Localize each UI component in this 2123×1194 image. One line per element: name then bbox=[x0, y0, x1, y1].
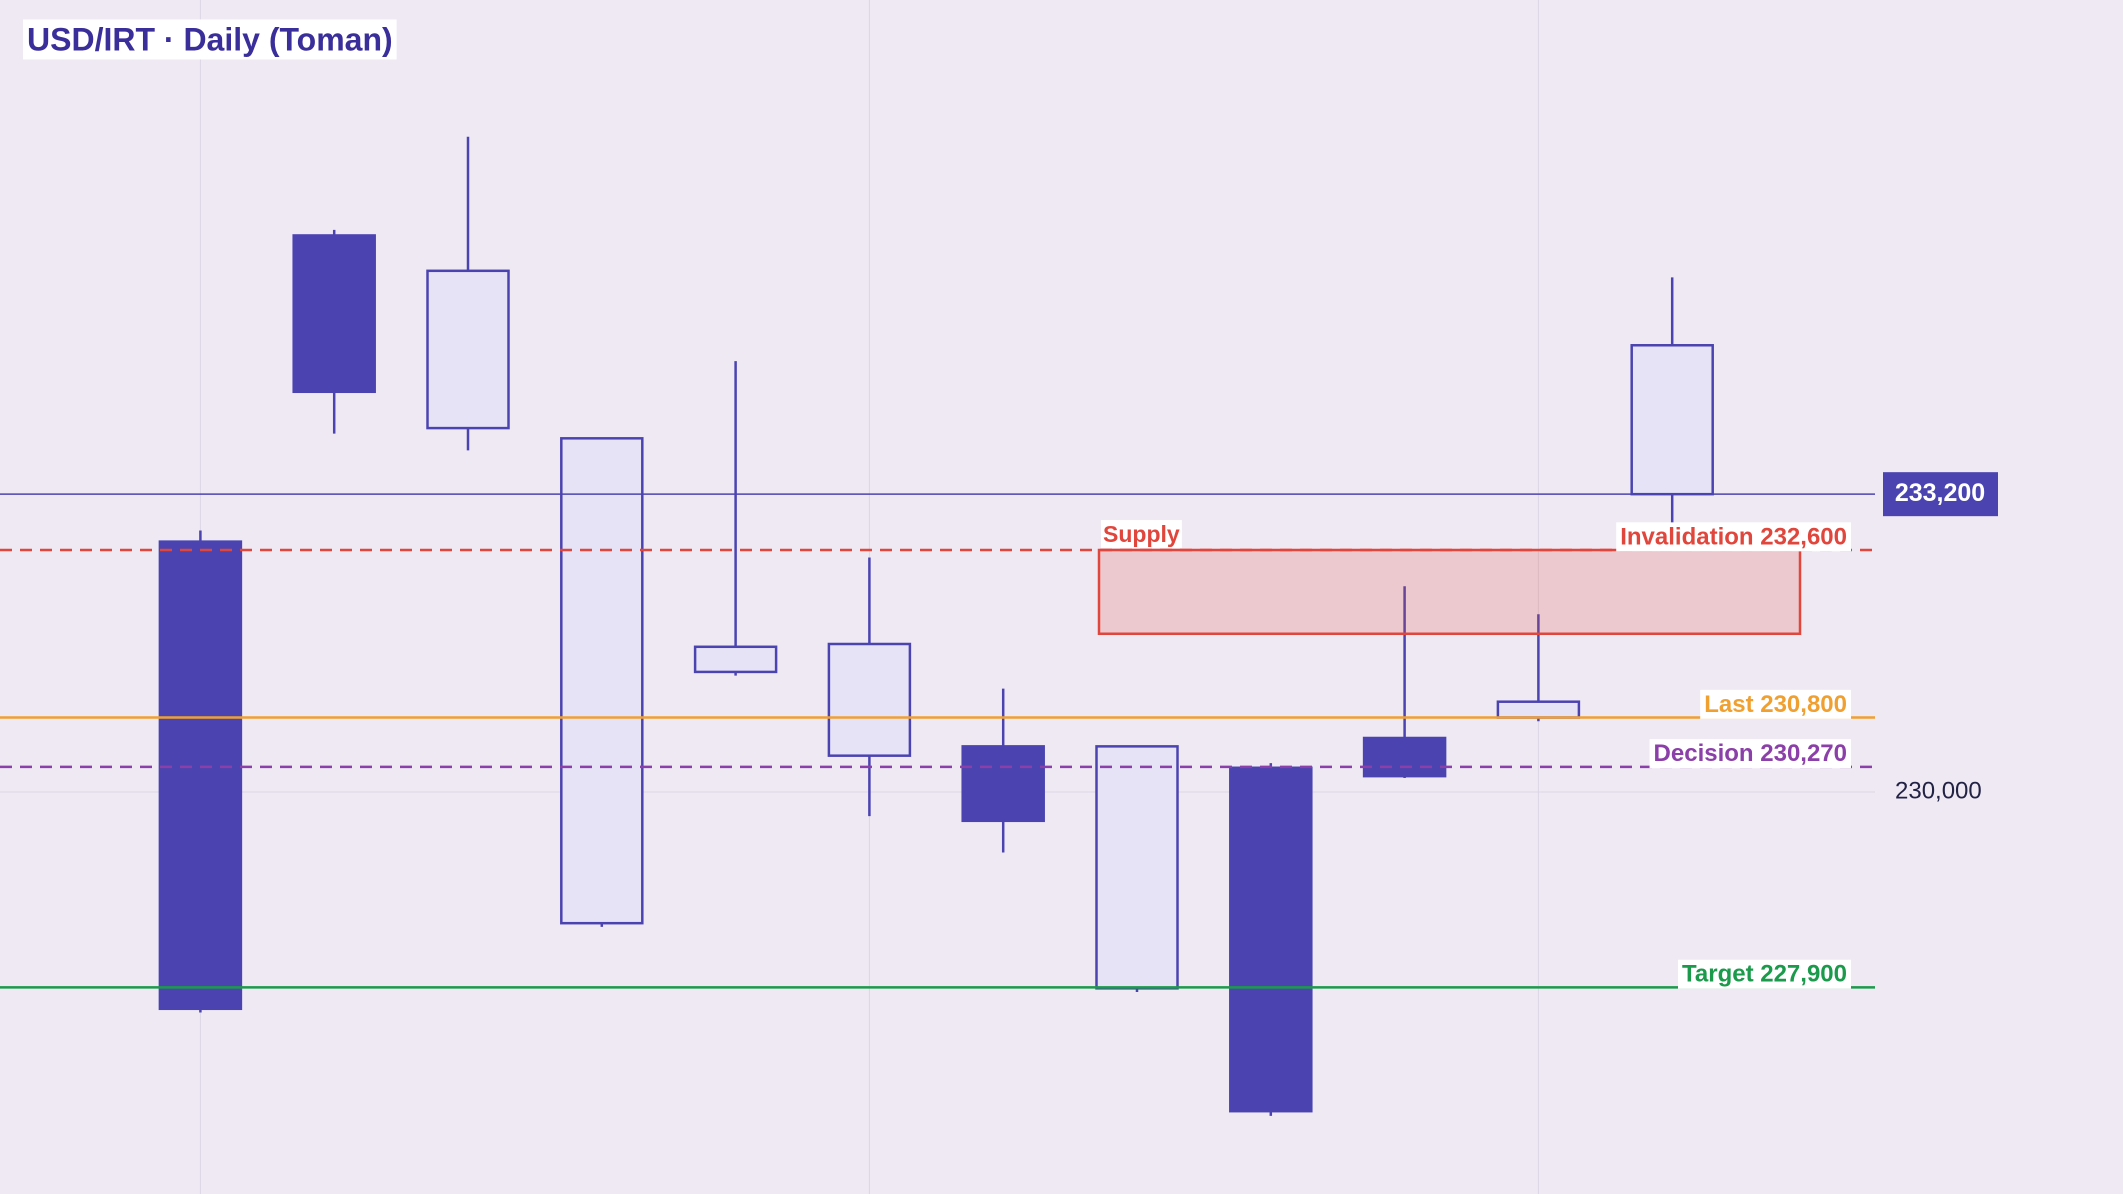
grid: 230,000 bbox=[0, 0, 1982, 1194]
candle-body bbox=[426, 269, 510, 430]
candle-body bbox=[1095, 745, 1179, 990]
level-label: Invalidation 232,600 bbox=[1620, 523, 1847, 550]
label-background bbox=[1649, 739, 1851, 769]
level-label: Target 227,900 bbox=[1682, 961, 1847, 988]
current-price-box bbox=[1883, 472, 1998, 517]
zone-label: Supply bbox=[1103, 521, 1180, 547]
candle-body bbox=[158, 540, 243, 1011]
candle-body bbox=[1362, 736, 1447, 778]
level-label: Decision 230,270 bbox=[1654, 740, 1847, 767]
candle-body bbox=[827, 642, 912, 757]
y-tick-label: 230,000 bbox=[1895, 777, 1982, 804]
label-background bbox=[1616, 522, 1851, 552]
label-background bbox=[1678, 959, 1851, 989]
label-background bbox=[1700, 689, 1851, 719]
marks bbox=[158, 136, 1714, 1116]
candle-body bbox=[560, 437, 644, 925]
candle-body bbox=[1630, 344, 1714, 496]
candle-body bbox=[1496, 700, 1581, 719]
chart-title: USD/IRT · Daily (Toman) bbox=[27, 21, 393, 57]
candle-body bbox=[693, 645, 778, 674]
label-background bbox=[1101, 520, 1182, 549]
candle-body bbox=[1229, 766, 1313, 1113]
candle-body bbox=[292, 234, 376, 394]
overlays: Supply Invalidation 232,600 Last 230,800 De… bbox=[0, 472, 1998, 989]
level-label: Last 230,800 bbox=[1704, 691, 1847, 718]
current-price-label: 233,200 bbox=[1895, 479, 1985, 507]
candle-body bbox=[961, 745, 1045, 823]
title-background bbox=[23, 19, 397, 60]
supply-zone bbox=[1097, 548, 1802, 636]
